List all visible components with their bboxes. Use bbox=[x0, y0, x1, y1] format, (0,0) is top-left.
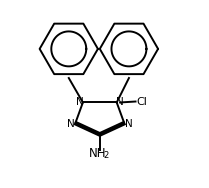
Text: N: N bbox=[67, 118, 75, 129]
Text: Cl: Cl bbox=[136, 96, 147, 107]
Text: N: N bbox=[76, 96, 83, 107]
Text: N: N bbox=[116, 96, 124, 107]
Text: N: N bbox=[125, 118, 132, 129]
Text: NH: NH bbox=[89, 147, 106, 160]
Text: 2: 2 bbox=[103, 151, 108, 160]
